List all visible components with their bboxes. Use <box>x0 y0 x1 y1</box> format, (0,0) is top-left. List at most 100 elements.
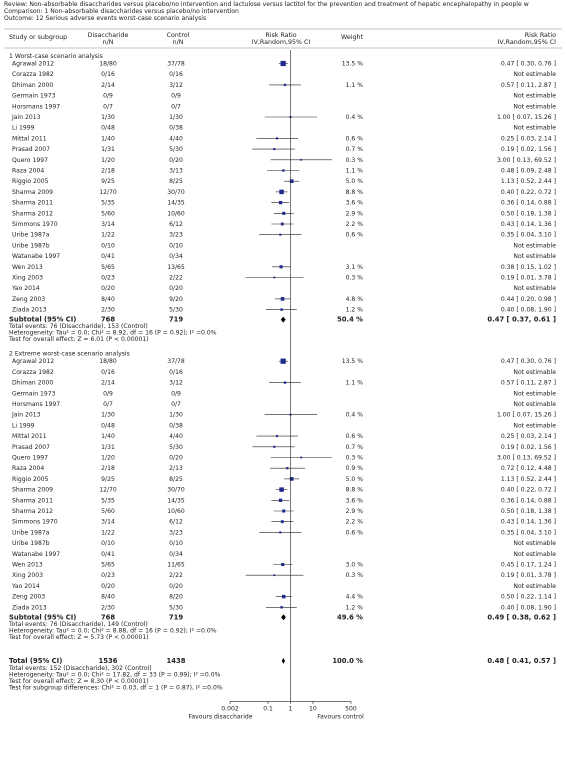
control-events: 1438 <box>167 657 186 665</box>
treatment-events: 0/48 <box>101 125 115 132</box>
effect-text: 0.25 [ 0.03, 2.14 ] <box>501 433 556 440</box>
treatment-events: 0/23 <box>101 275 115 282</box>
study-name: Quero 1997 <box>12 157 48 164</box>
treatment-events: 2/14 <box>101 380 115 387</box>
effect-text: 0.35 [ 0.04, 3.10 ] <box>501 232 556 239</box>
effect-square <box>282 509 286 513</box>
treatment-events: 2/18 <box>101 465 115 472</box>
control-events: 2/13 <box>169 465 183 472</box>
control-events: 14/35 <box>167 497 185 504</box>
control-events: 0/7 <box>171 103 181 110</box>
treatment-events: 0/23 <box>101 572 115 579</box>
effect-text: Not estimable <box>513 551 556 558</box>
col-effect-text: Risk Ratio <box>525 32 556 39</box>
study-name: Germain 1973 <box>12 390 56 397</box>
treatment-events: 5/35 <box>101 200 115 207</box>
x-tick-label: 500 <box>345 705 357 712</box>
effect-text: 3.00 [ 0.13, 69.52 ] <box>497 455 556 462</box>
effect-text: Not estimable <box>513 253 556 260</box>
treatment-events: 1/31 <box>101 444 115 451</box>
study-name: Sharma 2011 <box>12 200 53 207</box>
effect-square <box>279 265 283 269</box>
favours-right: Favours control <box>317 713 364 720</box>
treatment-events: 5/35 <box>101 497 115 504</box>
study-name: Watanabe 1997 <box>12 551 60 558</box>
study-name: Jain 2013 <box>11 114 41 121</box>
effect-text: 0.50 [ 0.18, 1.38 ] <box>501 508 556 515</box>
treatment-events: 0/9 <box>103 390 113 397</box>
treatment-events: 1/31 <box>101 146 115 153</box>
effect-square <box>275 137 279 140</box>
x-tick-label: 1 <box>289 705 293 712</box>
weight: 0.9 % <box>346 465 364 472</box>
treatment-events: 1/30 <box>101 114 115 121</box>
control-events: 10/60 <box>167 508 185 515</box>
subgroup-note: Test for overall effect: Z = 5.73 (P < 0… <box>8 634 149 641</box>
x-tick-label: 0.1 <box>263 705 273 712</box>
col-treatment: Disaccharide <box>88 32 129 39</box>
weight: 0.6 % <box>346 433 364 440</box>
weight: 5.0 % <box>346 178 364 185</box>
study-name: Horsmans 1997 <box>12 103 60 110</box>
treatment-events: 8/40 <box>101 296 115 303</box>
weight: 1.2 % <box>346 307 364 314</box>
treatment-events: 0/20 <box>101 285 115 292</box>
treatment-events: 0/10 <box>101 242 115 249</box>
weight: 4.4 % <box>346 594 364 601</box>
effect-square <box>278 200 283 205</box>
effect-text: Not estimable <box>513 369 556 376</box>
control-events: 3/12 <box>169 82 183 89</box>
treatment-events: 1/40 <box>101 135 115 142</box>
effect-text: Not estimable <box>513 242 556 249</box>
treatment-events: 1/22 <box>101 232 115 239</box>
treatment-events: 2/30 <box>101 307 115 314</box>
effect-text: 0.57 [ 0.11, 2.87 ] <box>501 380 556 387</box>
treatment-events: 768 <box>101 316 115 324</box>
control-events: 0/10 <box>169 242 183 249</box>
effect-square <box>286 467 289 470</box>
effect-square <box>280 222 284 226</box>
total-note: Test for subgroup differences: Chi² = 0.… <box>8 684 223 691</box>
study-name: Zeng 2003 <box>12 296 45 303</box>
study-name: Uribe 1987b <box>12 540 50 547</box>
treatment-events: 1/20 <box>101 157 115 164</box>
study-name: Raza 2004 <box>12 465 44 472</box>
control-events: 0/20 <box>169 157 183 164</box>
effect-square <box>279 189 284 195</box>
study-name: Dhiman 2000 <box>12 82 53 89</box>
study-name: Wen 2013 <box>12 264 43 271</box>
effect-text: 0.49 [ 0.38, 0.62 ] <box>487 613 556 621</box>
col-treatment-sub: n/N <box>103 39 114 46</box>
treatment-events: 0/10 <box>101 540 115 547</box>
effect-text: 0.43 [ 0.14, 1.36 ] <box>501 519 556 526</box>
effect-square <box>280 358 286 364</box>
control-events: 0/34 <box>169 551 183 558</box>
study-name: Jain 2013 <box>11 412 41 419</box>
study-name: Riggio 2005 <box>12 476 49 483</box>
study-name: Quero 1997 <box>12 455 48 462</box>
study-name: Xing 2003 <box>12 275 43 282</box>
weight: 0.3 % <box>346 455 364 462</box>
study-name: Mittal 2011 <box>12 433 47 440</box>
effect-square <box>273 148 276 151</box>
treatment-events: 0/41 <box>101 253 115 260</box>
study-name: Ziada 2013 <box>12 604 47 611</box>
effect-text: 1.13 [ 0.52, 2.44 ] <box>501 476 556 483</box>
weight: 13.5 % <box>342 358 364 365</box>
subgroup-note: Heterogeneity: Tau² = 0.0; Chi² = 8.88, … <box>9 627 217 634</box>
effect-square <box>280 308 283 311</box>
effect-text: 0.50 [ 0.18, 1.38 ] <box>501 210 556 217</box>
weight: 3.1 % <box>346 264 364 271</box>
weight: 8.8 % <box>346 189 364 196</box>
effect-text: 0.40 [ 0.08, 1.90 ] <box>501 307 556 314</box>
effect-text: 0.40 [ 0.22, 0.72 ] <box>501 189 556 196</box>
control-events: 4/40 <box>169 433 183 440</box>
weight: 1.1 % <box>346 380 364 387</box>
effect-text: 0.48 [ 0.41, 0.57 ] <box>487 657 556 665</box>
treatment-events: 9/25 <box>101 476 115 483</box>
weight: 50.4 % <box>337 316 363 324</box>
control-events: 0/34 <box>169 253 183 260</box>
treatment-events: 5/65 <box>101 264 115 271</box>
study-name: Simmons 1970 <box>12 519 58 526</box>
effect-text: 0.47 [ 0.30, 0.76 ] <box>501 61 556 68</box>
